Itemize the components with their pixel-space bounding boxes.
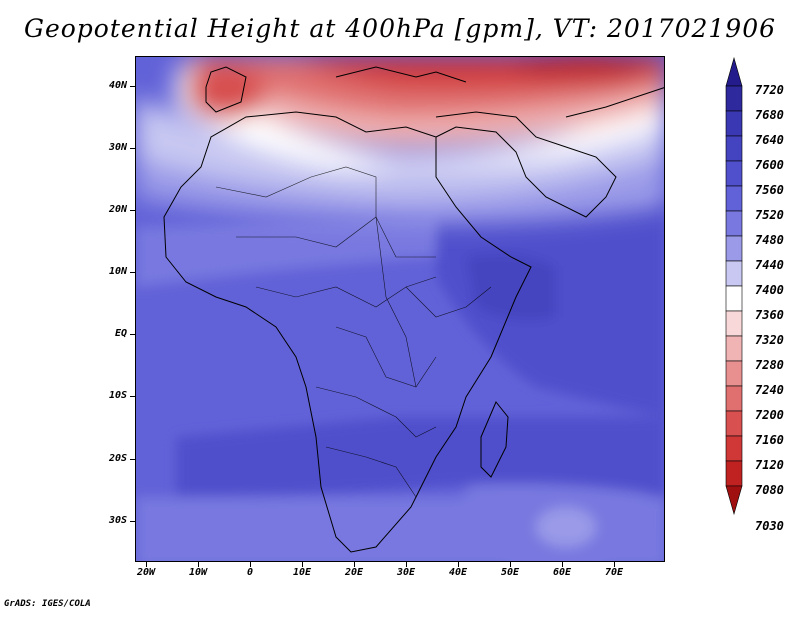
colorbar-cell <box>725 260 743 287</box>
colorbar-label: 7640 <box>755 133 784 147</box>
lat-tick <box>130 86 135 87</box>
lon-label-60e: 60E <box>552 567 572 578</box>
map-plot-area <box>135 56 665 562</box>
colorbar-cell <box>725 135 743 162</box>
lat-tick <box>130 396 135 397</box>
colorbar-cell <box>725 360 743 387</box>
lon-label-10e: 10E <box>292 567 312 578</box>
colorbar-label: 7560 <box>755 183 784 197</box>
colorbar-cell <box>725 185 743 212</box>
colorbar <box>725 56 743 516</box>
lat-label-20n: 20N <box>108 204 127 215</box>
colorbar-label: 7320 <box>755 333 784 347</box>
colorbar-cell <box>725 435 743 462</box>
colorbar-label: 7240 <box>755 383 784 397</box>
lon-tick <box>354 562 355 567</box>
coastlines <box>163 66 664 553</box>
colorbar-cell <box>725 85 743 112</box>
colorbar-cell <box>725 310 743 337</box>
colorbar-label: 7600 <box>755 158 784 172</box>
colorbar-cell <box>725 110 743 137</box>
lon-tick <box>250 562 251 567</box>
lon-tick <box>510 562 511 567</box>
colorbar-label: 7080 <box>755 483 784 497</box>
grads-credit: GrADS: IGES/COLA <box>4 599 91 609</box>
colorbar-cell <box>725 235 743 262</box>
lon-label-20w: 20W <box>136 567 156 578</box>
colorbar-cell <box>725 160 743 187</box>
lat-tick <box>130 459 135 460</box>
lat-label-30s: 30S <box>108 515 127 526</box>
lat-tick <box>130 521 135 522</box>
colorbar-label: 7440 <box>755 258 784 272</box>
geopotential-field <box>136 57 664 561</box>
lon-tick <box>146 562 147 567</box>
lat-tick <box>130 210 135 211</box>
colorbar-cell <box>725 460 743 487</box>
lon-label-70e: 70E <box>604 567 624 578</box>
colorbar-cell <box>725 285 743 312</box>
colorbar-cell <box>725 410 743 437</box>
colorbar-label: 7200 <box>755 408 784 422</box>
colorbar-label: 7120 <box>755 458 784 472</box>
colorbar-label: 7360 <box>755 308 784 322</box>
colorbar-label: 7400 <box>755 283 784 297</box>
lat-label-20s: 20S <box>108 453 127 464</box>
colorbar-cell <box>725 210 743 237</box>
lon-tick <box>198 562 199 567</box>
colorbar-label: 7680 <box>755 108 784 122</box>
lon-label-50e: 50E <box>500 567 520 578</box>
lon-tick <box>562 562 563 567</box>
lat-label-10s: 10S <box>108 390 127 401</box>
lon-label-40e: 40E <box>448 567 468 578</box>
colorbar-arrow-top <box>725 56 743 87</box>
lat-label-10n: 10N <box>108 266 127 277</box>
lat-tick <box>130 334 135 335</box>
lat-tick <box>130 272 135 273</box>
colorbar-label: 7160 <box>755 433 784 447</box>
lon-label-30e: 30E <box>396 567 416 578</box>
colorbar-cell <box>725 385 743 412</box>
colorbar-label: 7280 <box>755 358 784 372</box>
colorbar-cell <box>725 335 743 362</box>
lat-label-30n: 30N <box>108 142 127 153</box>
lon-tick <box>458 562 459 567</box>
lat-label-eq: EQ <box>114 328 127 339</box>
lat-tick <box>130 148 135 149</box>
colorbar-label: 7030 <box>755 519 784 533</box>
lon-tick <box>302 562 303 567</box>
lon-tick <box>614 562 615 567</box>
map-title: Geopotential Height at 400hPa [gpm], VT:… <box>23 14 777 43</box>
lon-tick <box>406 562 407 567</box>
colorbar-label: 7520 <box>755 208 784 222</box>
country-borders <box>215 166 492 498</box>
lon-label-0: 0 <box>246 567 254 578</box>
lat-label-40n: 40N <box>108 80 127 91</box>
colorbar-label: 7480 <box>755 233 784 247</box>
colorbar-label: 7720 <box>755 83 784 97</box>
lon-label-20e: 20E <box>344 567 364 578</box>
lon-label-10w: 10W <box>188 567 208 578</box>
colorbar-arrow-bottom <box>725 485 743 516</box>
